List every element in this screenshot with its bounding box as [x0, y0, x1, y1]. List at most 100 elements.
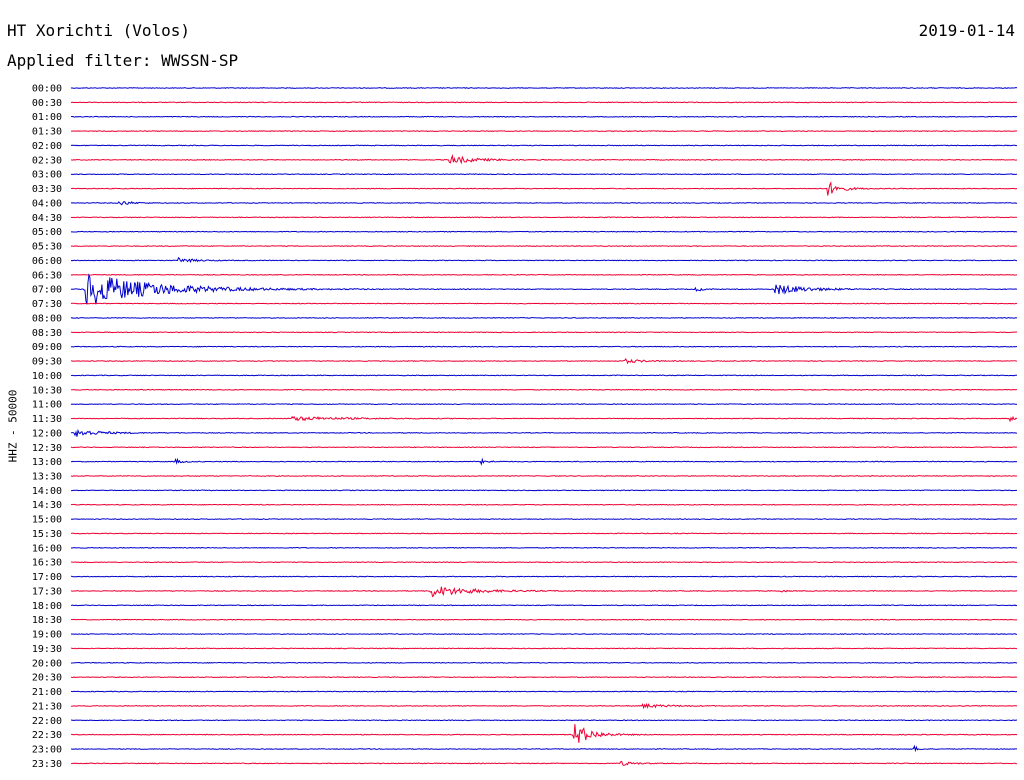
trace-1600 — [70, 546, 1018, 549]
row-time-label: 20:00 — [32, 658, 62, 669]
row-time-label: 07:00 — [32, 285, 62, 296]
trace-0900 — [70, 345, 1018, 348]
row-time-label: 11:30 — [32, 414, 62, 425]
row-time-label: 21:30 — [32, 701, 62, 712]
trace-1100 — [70, 403, 1018, 406]
row-time-label: 00:00 — [32, 84, 62, 95]
row-time-label: 02:30 — [32, 155, 62, 166]
row-time-label: 22:30 — [32, 730, 62, 741]
trace-0100 — [70, 115, 1018, 118]
trace-0130 — [70, 130, 1018, 133]
trace-1130 — [70, 415, 1018, 423]
row-time-label: 15:30 — [32, 529, 62, 540]
row-time-label: 08:00 — [32, 313, 62, 324]
row-time-label: 23:00 — [32, 745, 62, 756]
row-time-label: 09:30 — [32, 357, 62, 368]
row-time-label: 20:30 — [32, 673, 62, 684]
row-time-label: 12:30 — [32, 443, 62, 454]
trace-1300 — [70, 457, 1018, 466]
filter-label: Applied filter: WWSSN-SP — [7, 51, 239, 70]
trace-2200 — [70, 719, 1018, 722]
trace-2330 — [70, 760, 1018, 766]
trace-1700 — [70, 575, 1018, 578]
trace-2130 — [70, 702, 1018, 710]
row-time-label: 14:00 — [32, 486, 62, 497]
trace-1800 — [70, 604, 1018, 607]
trace-0200 — [70, 144, 1018, 147]
trace-0230 — [70, 153, 1018, 165]
row-time-label: 03:00 — [32, 170, 62, 181]
trace-2100 — [70, 690, 1018, 693]
trace-1230 — [70, 446, 1018, 449]
trace-1900 — [70, 633, 1018, 635]
row-time-label: 17:00 — [32, 572, 62, 583]
row-time-label: 13:30 — [32, 471, 62, 482]
trace-0030 — [70, 101, 1018, 104]
row-time-label: 10:30 — [32, 385, 62, 396]
row-time-label: 08:30 — [32, 328, 62, 339]
row-time-label: 06:30 — [32, 270, 62, 281]
trace-0600 — [70, 256, 1018, 264]
row-time-label: 19:00 — [32, 630, 62, 641]
row-time-label: 06:00 — [32, 256, 62, 267]
row-time-label: 04:00 — [32, 198, 62, 209]
row-time-label: 23:30 — [32, 759, 62, 770]
row-time-label: 09:00 — [32, 342, 62, 353]
trace-1830 — [70, 618, 1018, 621]
trace-0800 — [70, 317, 1018, 319]
trace-0400 — [70, 201, 1018, 206]
row-time-label: 10:00 — [32, 371, 62, 382]
trace-0300 — [70, 173, 1018, 176]
trace-1330 — [70, 475, 1018, 477]
trace-0330 — [70, 181, 1018, 196]
trace-1400 — [70, 489, 1018, 492]
trace-0530 — [70, 245, 1018, 247]
station-title: HT Xorichti (Volos) — [7, 21, 191, 40]
trace-1630 — [70, 561, 1018, 564]
trace-1530 — [70, 532, 1018, 535]
row-time-label: 14:30 — [32, 500, 62, 511]
row-time-label: 00:30 — [32, 98, 62, 109]
row-time-label: 18:00 — [32, 601, 62, 612]
trace-1730 — [70, 586, 1018, 598]
trace-2000 — [70, 661, 1018, 664]
row-time-label: 19:30 — [32, 644, 62, 655]
trace-2030 — [70, 676, 1018, 679]
trace-0830 — [70, 331, 1018, 334]
row-time-label: 03:30 — [32, 184, 62, 195]
row-time-label: 02:00 — [32, 141, 62, 152]
trace-0430 — [70, 216, 1018, 219]
row-time-label: 12:00 — [32, 428, 62, 439]
trace-2230 — [70, 724, 1018, 743]
trace-1030 — [70, 388, 1018, 391]
row-time-label: 16:00 — [32, 543, 62, 554]
row-time-label: 17:30 — [32, 586, 62, 597]
trace-0630 — [70, 273, 1018, 276]
trace-2300 — [70, 744, 1018, 753]
row-time-label: 15:00 — [32, 515, 62, 526]
row-time-label: 13:00 — [32, 457, 62, 468]
trace-1000 — [70, 374, 1018, 377]
row-time-label: 07:30 — [32, 299, 62, 310]
trace-1430 — [70, 503, 1018, 506]
trace-0730 — [70, 302, 1018, 305]
row-time-label: 11:00 — [32, 400, 62, 411]
row-time-label: 18:30 — [32, 615, 62, 626]
trace-0500 — [70, 230, 1018, 233]
row-time-label: 05:00 — [32, 227, 62, 238]
trace-1500 — [70, 518, 1018, 521]
row-time-label: 04:30 — [32, 213, 62, 224]
row-time-label: 21:00 — [32, 687, 62, 698]
date-label: 2019-01-14 — [918, 21, 1015, 40]
row-time-label: 16:30 — [32, 558, 62, 569]
row-time-label: 22:00 — [32, 716, 62, 727]
row-time-label: 01:30 — [32, 127, 62, 138]
trace-0930 — [70, 358, 1018, 365]
row-time-label: 01:00 — [32, 112, 62, 123]
trace-0700 — [70, 273, 1018, 305]
row-time-label: 05:30 — [32, 242, 62, 253]
trace-0000 — [70, 87, 1018, 89]
trace-1200 — [70, 428, 1018, 437]
trace-1930 — [70, 647, 1018, 650]
